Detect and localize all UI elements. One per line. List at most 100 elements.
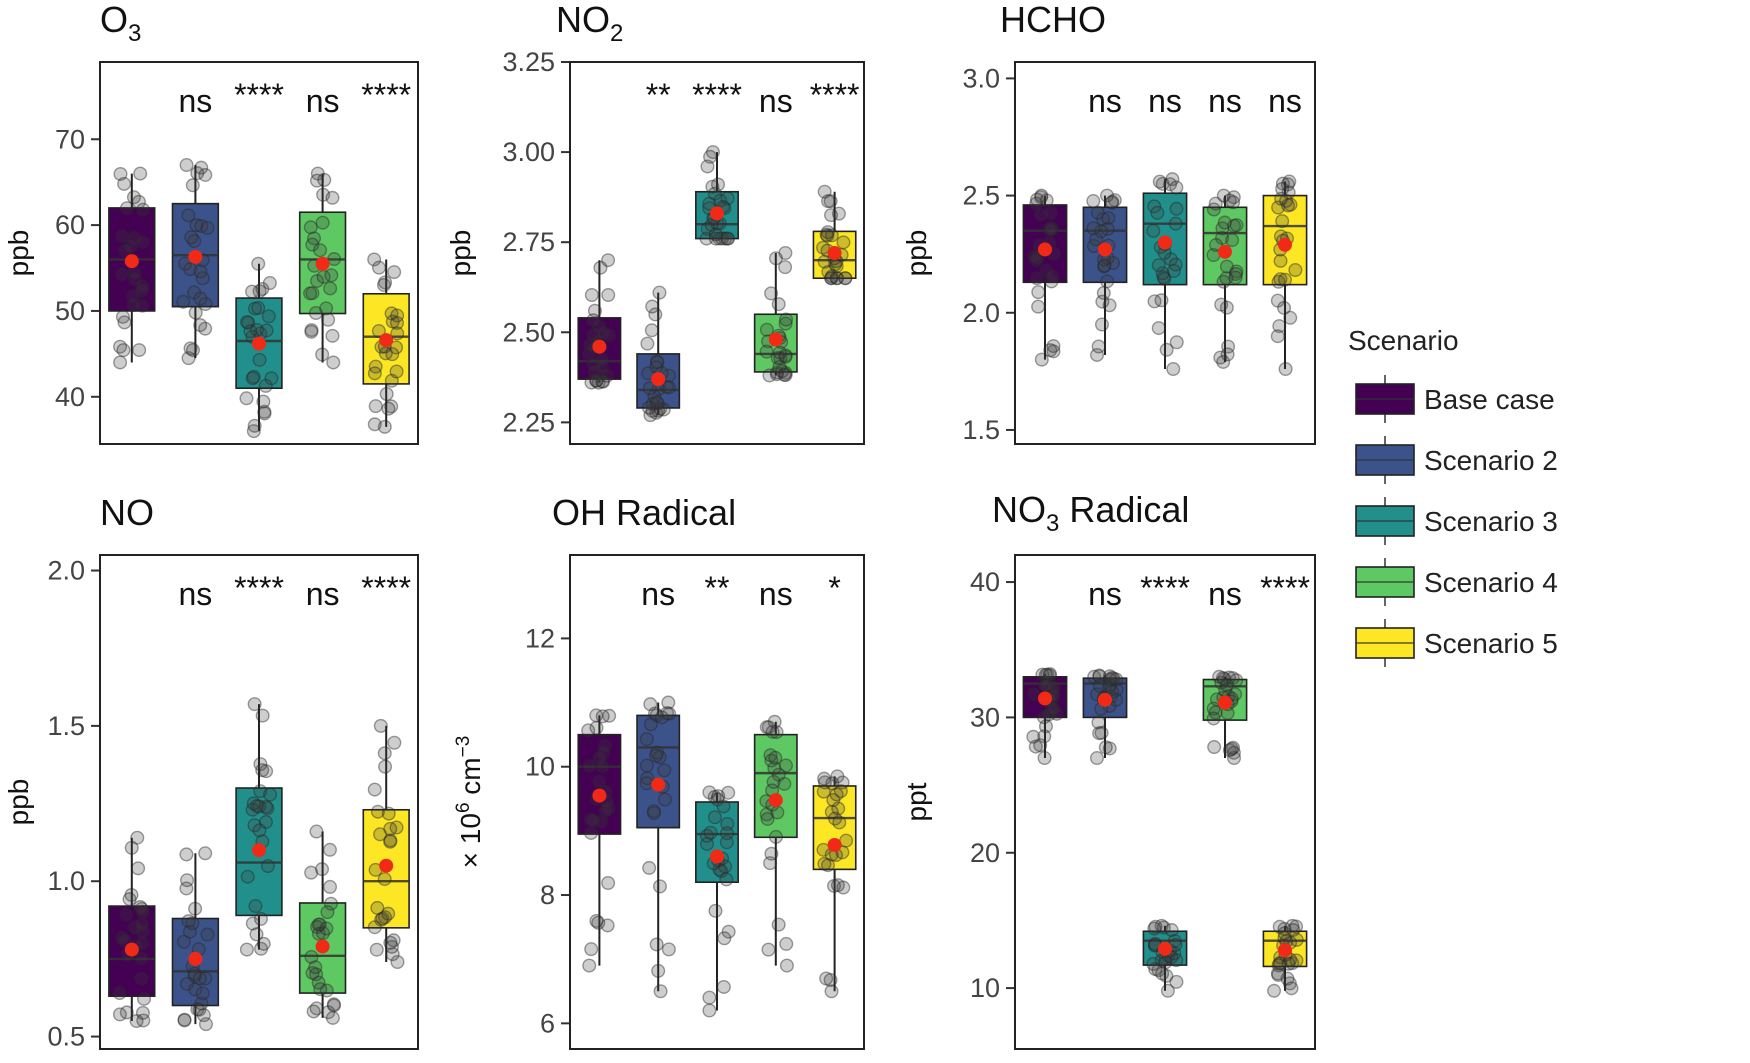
data-point <box>188 305 203 320</box>
data-point <box>711 177 726 192</box>
mean-point <box>1038 242 1052 257</box>
data-point <box>260 859 275 874</box>
data-point <box>1214 675 1229 690</box>
data-point <box>263 787 278 802</box>
data-point <box>656 402 671 417</box>
box-body <box>577 733 622 835</box>
data-point <box>389 364 404 379</box>
data-point <box>1034 352 1049 367</box>
data-point <box>778 260 793 275</box>
data-point <box>596 746 611 761</box>
mean-point <box>710 849 724 864</box>
data-point <box>132 343 147 358</box>
data-point <box>136 905 151 920</box>
data-point <box>820 225 835 240</box>
data-point <box>245 802 260 817</box>
data-point <box>770 351 785 366</box>
data-point <box>778 365 793 380</box>
data-point <box>1026 729 1041 744</box>
data-point <box>386 933 401 948</box>
data-point <box>319 921 334 936</box>
data-point <box>1169 953 1184 968</box>
data-point <box>1148 919 1163 934</box>
data-point <box>650 355 665 370</box>
data-point <box>761 942 776 957</box>
data-point <box>717 931 732 946</box>
data-point <box>1031 299 1046 314</box>
data-point <box>326 355 341 370</box>
data-point <box>252 823 267 838</box>
data-point <box>595 709 610 724</box>
data-point <box>650 396 665 411</box>
data-point <box>643 408 658 423</box>
data-point <box>114 267 129 282</box>
data-point <box>824 208 839 223</box>
box-scenario-2 <box>171 846 220 1032</box>
data-point <box>596 325 611 340</box>
data-point <box>1214 297 1229 312</box>
data-point <box>764 753 779 768</box>
data-point <box>251 256 266 271</box>
data-point <box>1045 269 1060 284</box>
data-point <box>649 395 664 410</box>
data-point <box>1101 211 1116 226</box>
data-point <box>179 847 194 862</box>
data-point <box>645 403 660 418</box>
data-point <box>1227 218 1242 233</box>
data-point <box>370 804 385 819</box>
data-point <box>1229 264 1244 279</box>
data-point <box>195 986 210 1001</box>
data-point <box>778 245 793 260</box>
data-point <box>131 861 146 876</box>
legend-label: Scenario 2 <box>1424 445 1558 476</box>
data-point <box>176 294 191 309</box>
data-point <box>113 355 128 370</box>
mean-point <box>1218 695 1232 710</box>
data-point <box>1156 920 1171 935</box>
box-body <box>1142 930 1188 966</box>
data-point <box>316 926 331 941</box>
data-point <box>245 371 260 386</box>
panel-frame <box>1014 61 1316 445</box>
mean-point <box>710 206 724 221</box>
data-point <box>137 991 152 1006</box>
data-point <box>1147 294 1162 309</box>
data-point <box>181 914 196 929</box>
data-point <box>1226 190 1241 205</box>
data-point <box>594 352 609 367</box>
legend-label: Scenario 5 <box>1424 628 1558 659</box>
mean-point <box>188 249 203 264</box>
data-point <box>378 275 393 290</box>
data-point <box>1029 271 1044 286</box>
box-body <box>695 801 739 883</box>
data-point <box>1096 286 1111 301</box>
data-point <box>1152 174 1167 189</box>
data-point <box>817 771 832 786</box>
data-point <box>778 349 793 364</box>
data-point <box>1043 222 1058 237</box>
data-point <box>1147 921 1162 936</box>
mean-point <box>768 332 783 347</box>
mean-point <box>651 372 666 387</box>
data-point <box>310 166 325 181</box>
y-tick-label: 1.5 <box>962 415 1000 445</box>
data-point <box>582 958 597 973</box>
data-point <box>131 194 146 209</box>
significance-label: ns <box>641 576 675 612</box>
data-point <box>721 231 736 246</box>
data-point <box>1279 193 1294 208</box>
data-point <box>390 326 405 341</box>
data-point <box>1277 926 1292 941</box>
data-point <box>1154 918 1169 933</box>
data-point <box>390 955 405 970</box>
data-point <box>381 401 396 416</box>
data-point <box>1102 680 1117 695</box>
data-point <box>255 282 270 297</box>
data-point <box>126 190 141 205</box>
data-point <box>135 279 150 294</box>
data-point <box>309 824 324 839</box>
data-point <box>368 359 383 374</box>
data-point <box>640 336 655 351</box>
data-point <box>1089 232 1104 247</box>
data-point <box>250 323 265 338</box>
